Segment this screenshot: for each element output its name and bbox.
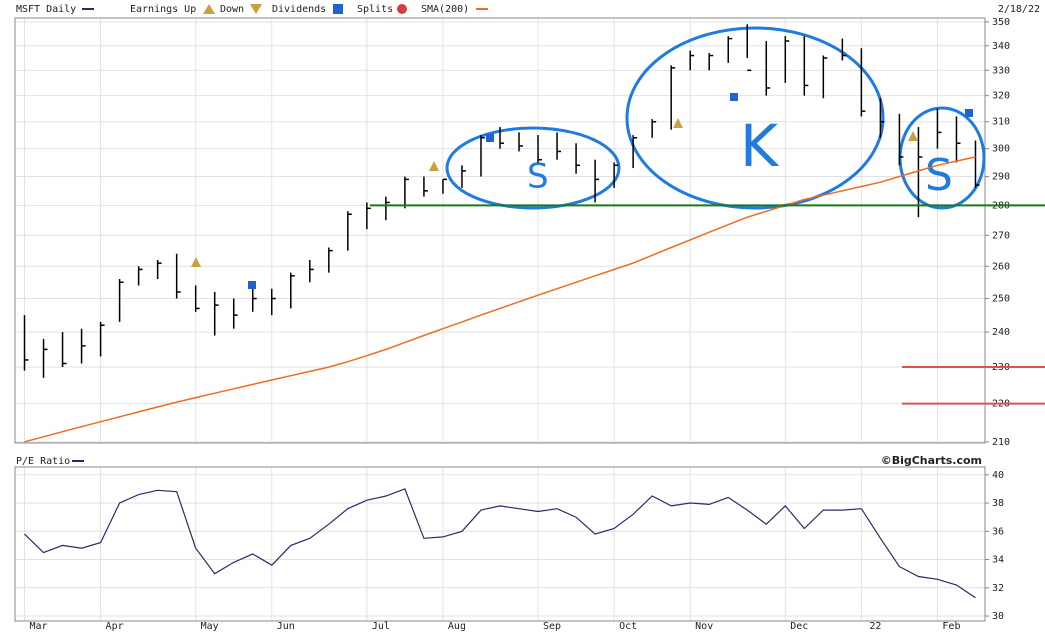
pe-line — [24, 488, 976, 599]
dividend-icon — [965, 109, 973, 117]
legend-label: MSFT Daily — [16, 4, 76, 15]
annotation-circle — [625, 26, 885, 210]
x-tick-label: Nov — [695, 621, 713, 632]
x-tick-label: Aug — [448, 621, 466, 632]
dividend-icon — [486, 134, 494, 142]
price-panel — [14, 17, 986, 444]
x-tick-label: Dec — [790, 621, 808, 632]
y-tick-label: 36 — [992, 526, 1004, 537]
y-tick-label: 300 — [992, 144, 1010, 155]
legend-label: Down — [220, 4, 244, 15]
x-tick-label: 22 — [869, 621, 881, 632]
y-tick-label: 270 — [992, 230, 1010, 241]
y-tick-label: 260 — [992, 261, 1010, 272]
y-tick-label: 210 — [992, 437, 1010, 448]
x-tick-label: Feb — [942, 621, 960, 632]
y-tick-label: 40 — [992, 470, 1004, 481]
x-tick-label: May — [201, 621, 219, 632]
chart-date: 2/18/22 — [998, 4, 1040, 15]
annotation-text: S — [527, 157, 549, 197]
y-tick-label: 350 — [992, 17, 1010, 28]
legend-icon — [203, 4, 215, 14]
y-tick-label: 240 — [992, 327, 1010, 338]
source: ©BigCharts.com — [881, 454, 982, 467]
earnings-icon — [429, 161, 439, 171]
y-tick-label: 32 — [992, 583, 1004, 594]
y-tick-label: 30 — [992, 611, 1004, 622]
dividend-icon — [248, 281, 256, 289]
legend-icon — [250, 4, 262, 14]
dividend-icon — [730, 93, 738, 101]
y-tick-label: 290 — [992, 172, 1010, 183]
annotation-circle — [445, 126, 621, 210]
x-tick-label: Apr — [106, 621, 124, 632]
x-tick-label: Jul — [372, 621, 390, 632]
y-tick-label: 340 — [992, 41, 1010, 52]
annotation-text: K — [740, 112, 780, 180]
legend-label: Dividends — [272, 4, 326, 15]
legend-icon — [397, 4, 407, 14]
x-tick-label: Mar — [29, 621, 47, 632]
annotation-text: S — [925, 150, 953, 201]
earnings-icon — [673, 118, 683, 128]
pe-panel — [14, 466, 986, 622]
earnings-icon — [191, 257, 201, 267]
legend-label: Earnings Up — [130, 4, 196, 15]
sma-line — [24, 156, 976, 443]
panel-title: P/E Ratio — [16, 456, 70, 467]
y-tick-label: 250 — [992, 294, 1010, 305]
y-tick-label: 330 — [992, 65, 1010, 76]
x-tick-label: Jun — [277, 621, 295, 632]
legend-icon — [333, 4, 343, 14]
y-tick-label: 38 — [992, 498, 1004, 509]
y-tick-label: 310 — [992, 117, 1010, 128]
y-tick-label: 34 — [992, 555, 1004, 566]
legend-label: SMA(200) — [421, 4, 469, 15]
legend-label: Splits — [357, 4, 393, 15]
x-tick-label: Sep — [543, 621, 561, 632]
y-tick-label: 320 — [992, 91, 1010, 102]
earnings-icon — [908, 131, 918, 141]
x-tick-label: Oct — [619, 621, 637, 632]
